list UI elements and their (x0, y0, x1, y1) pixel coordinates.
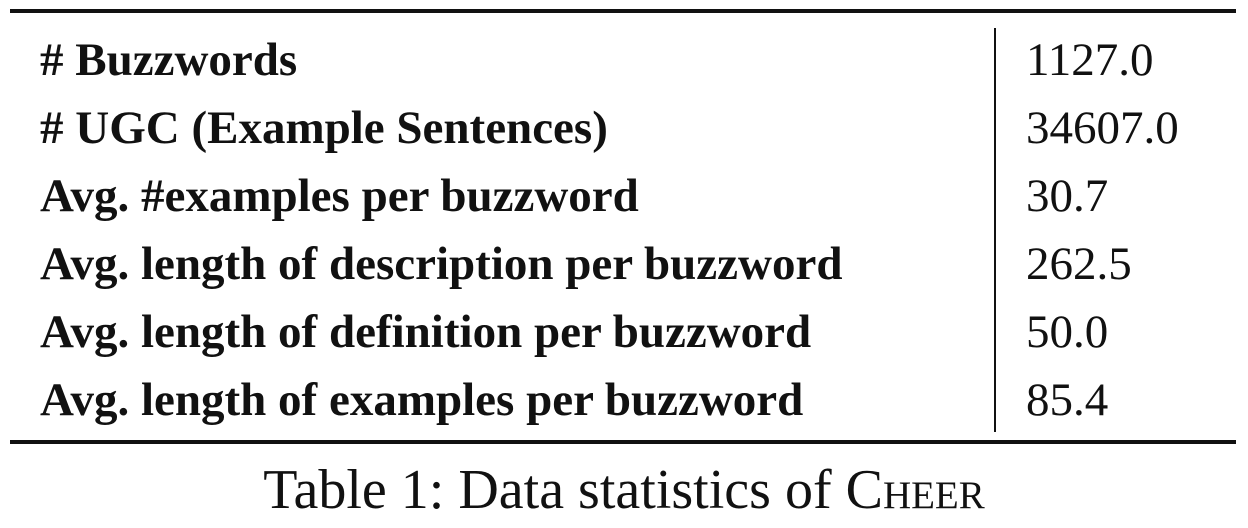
row-value: 34607.0 (1026, 102, 1179, 154)
row-label: Avg. #examples per buzzword (40, 170, 639, 222)
row-value: 85.4 (1026, 374, 1109, 426)
table-top-rule (10, 9, 1236, 13)
row-label: # UGC (Example Sentences) (40, 102, 608, 154)
caption-prefix: Table 1: Data statistics of (263, 459, 846, 521)
dataset-name: Cheer (845, 459, 985, 521)
table-row: # UGC (Example Sentences) 34607.0 (0, 94, 1248, 162)
row-value: 50.0 (1026, 306, 1109, 358)
table-row: Avg. length of definition per buzzword 5… (0, 298, 1248, 366)
table-caption: Table 1: Data statistics of Cheer (0, 452, 1248, 528)
statistics-table: # Buzzwords 1127.0 # UGC (Example Senten… (0, 26, 1248, 434)
table-bottom-rule (10, 440, 1236, 444)
table-row: Avg. #examples per buzzword 30.7 (0, 162, 1248, 230)
table-row: Avg. length of description per buzzword … (0, 230, 1248, 298)
row-label: Avg. length of definition per buzzword (40, 306, 812, 358)
row-value: 262.5 (1026, 238, 1132, 290)
row-label: Avg. length of description per buzzword (40, 238, 843, 290)
table-row: # Buzzwords 1127.0 (0, 26, 1248, 94)
row-value: 30.7 (1026, 170, 1109, 222)
row-label: Avg. length of examples per buzzword (40, 374, 804, 426)
row-value: 1127.0 (1026, 34, 1154, 86)
row-label: # Buzzwords (40, 34, 298, 86)
column-separator (994, 28, 996, 432)
table-row: Avg. length of examples per buzzword 85.… (0, 366, 1248, 434)
